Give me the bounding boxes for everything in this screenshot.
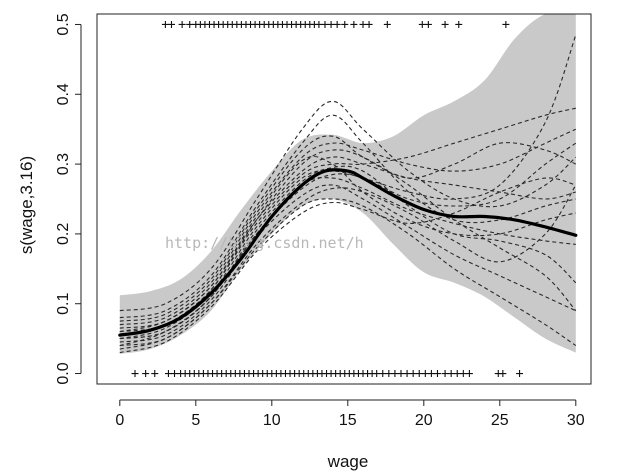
rug-bottom-mark-52 bbox=[391, 370, 399, 378]
rug-top-mark-33 bbox=[321, 20, 329, 28]
rug-top-mark-1 bbox=[161, 20, 169, 28]
rug-top-mark-35 bbox=[333, 20, 341, 28]
x-axis: 0 5 10 15 20 25 30 bbox=[115, 399, 585, 429]
rug-bottom-mark-55 bbox=[409, 370, 417, 378]
y-axis: 0.0 0.1 0.2 0.3 0.4 0.5 bbox=[55, 13, 82, 385]
rug-top-mark-40 bbox=[383, 20, 391, 28]
simulated-curve-9 bbox=[119, 107, 576, 336]
rug-top-mark-36 bbox=[341, 20, 349, 28]
y-tick-label-5: 0.5 bbox=[55, 13, 72, 35]
simulated-curve-4 bbox=[119, 149, 577, 333]
plot-frame bbox=[96, 13, 592, 385]
y-tick-label-0: 0.0 bbox=[55, 362, 72, 384]
rug-top-mark-39 bbox=[365, 20, 373, 28]
rug-top-mark-3 bbox=[178, 20, 186, 28]
rug-bottom-mark-62 bbox=[453, 370, 461, 378]
rug-top-mark-44 bbox=[455, 20, 463, 28]
rug-bottom-mark-1 bbox=[131, 370, 139, 378]
y-axis-title: s(wage,3.16) bbox=[17, 156, 36, 254]
simulated-curve-14 bbox=[119, 184, 577, 350]
rug-bottom-mark-53 bbox=[397, 370, 405, 378]
simulated-curve-7 bbox=[119, 177, 576, 354]
watermark-text: http://blog.csdn.net/h bbox=[165, 234, 364, 252]
simulated-curve-12 bbox=[119, 142, 577, 347]
x-tick-label-25: 25 bbox=[491, 412, 509, 429]
simulated-curve-2 bbox=[119, 128, 577, 326]
rug-bottom-mark-49 bbox=[373, 370, 381, 378]
rug-bottom-mark-66 bbox=[499, 370, 507, 378]
x-tick-label-15: 15 bbox=[339, 412, 357, 429]
y-tick-label-1: 0.1 bbox=[55, 292, 72, 314]
rug-bottom-mark-3 bbox=[151, 370, 159, 378]
x-tick-label-20: 20 bbox=[415, 412, 433, 429]
x-tick-label-30: 30 bbox=[567, 412, 585, 429]
x-tick-label-10: 10 bbox=[263, 412, 281, 429]
rug-top-mark-34 bbox=[327, 20, 335, 28]
rug-top-mark-45 bbox=[502, 20, 510, 28]
x-tick-label-0: 0 bbox=[115, 412, 124, 429]
rug-bottom-mark-2 bbox=[142, 370, 150, 378]
rug-bottom-mark-59 bbox=[433, 370, 441, 378]
simulated-curve-15 bbox=[119, 135, 577, 322]
simulated-curve-16 bbox=[119, 165, 577, 340]
fitted-curve bbox=[118, 168, 578, 337]
rug-bottom-mark-67 bbox=[516, 370, 524, 378]
rug-bottom-mark-50 bbox=[379, 370, 387, 378]
rug-bottom-mark-63 bbox=[459, 370, 467, 378]
rug-top-mark-37 bbox=[350, 20, 358, 28]
confidence-band bbox=[119, 14, 576, 354]
rug-bottom-mark-51 bbox=[385, 370, 393, 378]
rug-bottom-mark-60 bbox=[441, 370, 449, 378]
rug-bottom-mark-57 bbox=[421, 370, 429, 378]
rug-bottom-mark-54 bbox=[403, 370, 411, 378]
rug-bottom-mark-58 bbox=[427, 370, 435, 378]
rug-bottom-mark-56 bbox=[415, 370, 423, 378]
rug-bottom-mark-64 bbox=[465, 370, 473, 378]
rug-top-mark-2 bbox=[167, 20, 175, 28]
confidence-band-layer bbox=[119, 14, 576, 354]
fitted-curve-layer bbox=[118, 168, 578, 337]
y-tick-label-4: 0.4 bbox=[55, 83, 72, 105]
x-tick-label-5: 5 bbox=[191, 412, 200, 429]
y-tick-label-3: 0.3 bbox=[55, 153, 72, 175]
simulated-curve-10 bbox=[119, 184, 577, 343]
simulated-curve-13 bbox=[119, 156, 576, 333]
rug-bottom-mark-4 bbox=[164, 370, 172, 378]
rug-top-mark-42 bbox=[424, 20, 432, 28]
y-tick-label-2: 0.2 bbox=[55, 223, 72, 245]
rug-top-mark-41 bbox=[418, 20, 426, 28]
x-axis-title: wage bbox=[327, 452, 369, 471]
rug-marks-layer bbox=[131, 20, 524, 378]
rug-top-mark-4 bbox=[186, 20, 194, 28]
rug-top-mark-32 bbox=[315, 20, 323, 28]
simulated-curve-5 bbox=[119, 34, 577, 340]
rug-top-mark-38 bbox=[359, 20, 367, 28]
rug-bottom-mark-5 bbox=[171, 370, 179, 378]
rug-top-mark-43 bbox=[441, 20, 449, 28]
rug-bottom-mark-61 bbox=[447, 370, 455, 378]
